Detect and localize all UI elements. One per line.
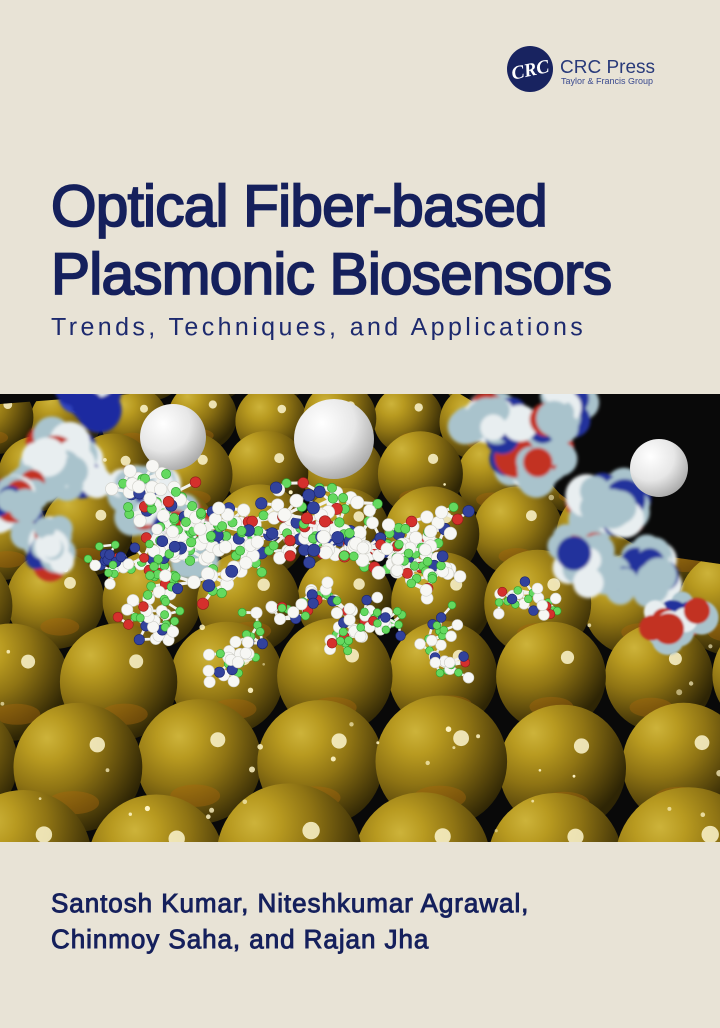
svg-text:Taylor & Francis Group: Taylor & Francis Group [561,76,653,86]
svg-text:CRC Press: CRC Press [560,57,655,78]
